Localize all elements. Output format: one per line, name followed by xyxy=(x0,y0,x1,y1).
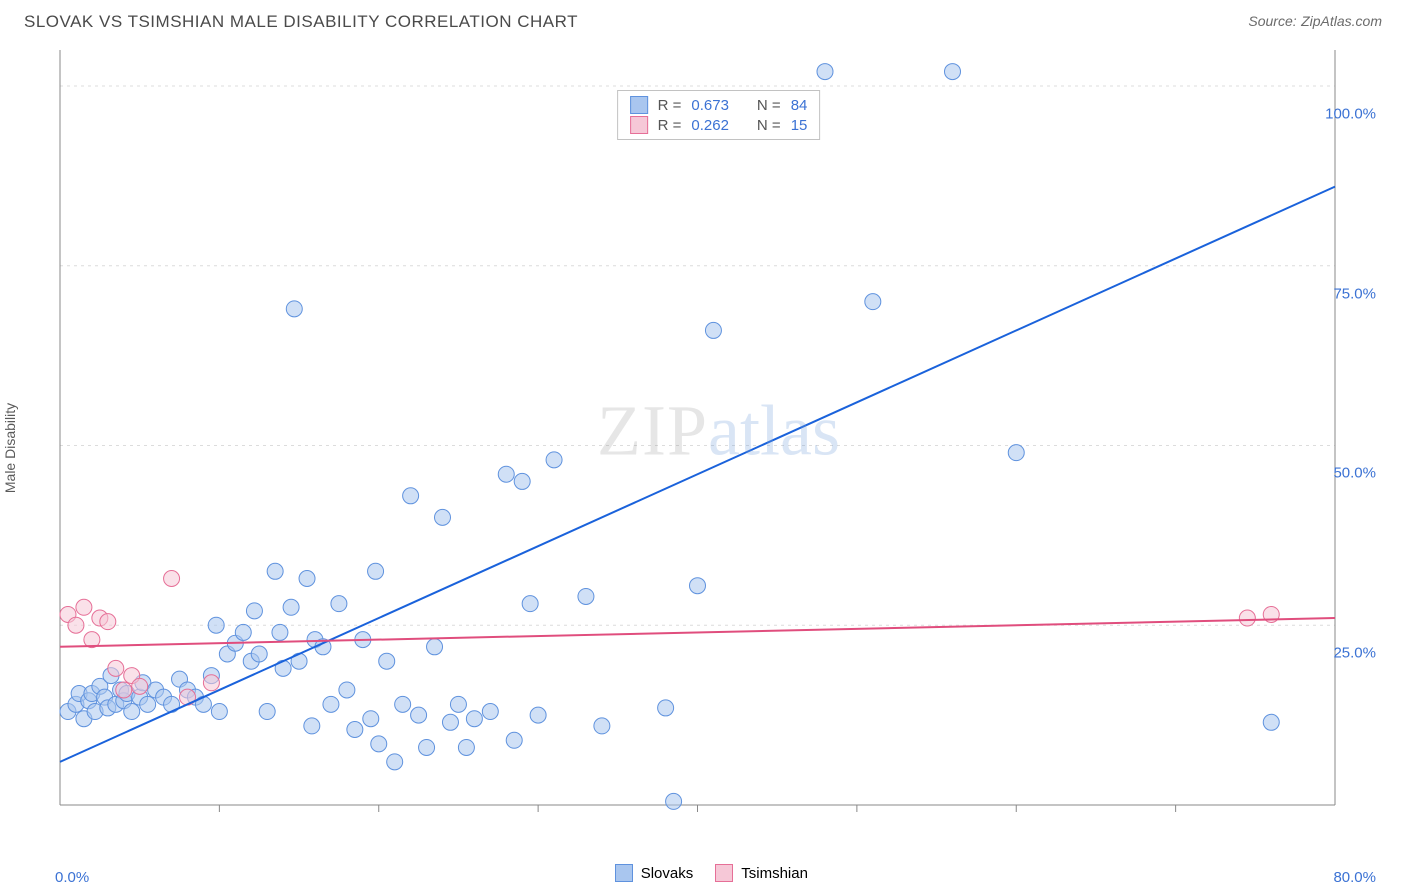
source-value: ZipAtlas.com xyxy=(1301,13,1382,29)
series-legend: Slovaks Tsimshian xyxy=(615,864,808,882)
y-axis-label: Male Disability xyxy=(2,403,18,493)
swatch-slovaks xyxy=(630,96,648,114)
legend-item-tsimshian: Tsimshian xyxy=(715,864,808,882)
n-value-slovaks: 84 xyxy=(791,97,808,114)
legend-item-slovaks: Slovaks xyxy=(615,864,694,882)
source: Source: ZipAtlas.com xyxy=(1248,13,1382,31)
stats-row-slovaks: R = 0.673 N = 84 xyxy=(630,95,808,115)
y-tick-label: 50.0% xyxy=(1333,465,1376,482)
chart-title: SLOVAK VS TSIMSHIAN MALE DISABILITY CORR… xyxy=(24,12,578,32)
stats-box: R = 0.673 N = 84 R = 0.262 N = 15 xyxy=(617,90,821,140)
n-value-tsimshian: 15 xyxy=(791,117,808,134)
x-min-label: 0.0% xyxy=(55,869,89,886)
legend-label-slovaks: Slovaks xyxy=(641,865,694,882)
legend-swatch-slovaks xyxy=(615,864,633,882)
y-tick-label: 25.0% xyxy=(1333,645,1376,662)
r-label: R = xyxy=(658,97,682,114)
r-value-slovaks: 0.673 xyxy=(691,97,729,114)
n-label-2: N = xyxy=(757,117,781,134)
legend-label-tsimshian: Tsimshian xyxy=(741,865,808,882)
y-tick-label: 75.0% xyxy=(1333,285,1376,302)
r-label-2: R = xyxy=(658,117,682,134)
footer: 0.0% Slovaks Tsimshian 80.0% xyxy=(0,864,1406,892)
stats-row-tsimshian: R = 0.262 N = 15 xyxy=(630,115,808,135)
chart-area: ZIPatlas R = 0.673 N = 84 R = 0.262 N = … xyxy=(55,40,1382,830)
swatch-tsimshian xyxy=(630,116,648,134)
scatter-plot xyxy=(55,40,1375,830)
r-value-tsimshian: 0.262 xyxy=(691,117,729,134)
n-label: N = xyxy=(757,97,781,114)
source-label: Source: xyxy=(1248,13,1296,29)
y-tick-label: 100.0% xyxy=(1325,105,1376,122)
legend-swatch-tsimshian xyxy=(715,864,733,882)
x-max-label: 80.0% xyxy=(1333,869,1376,886)
